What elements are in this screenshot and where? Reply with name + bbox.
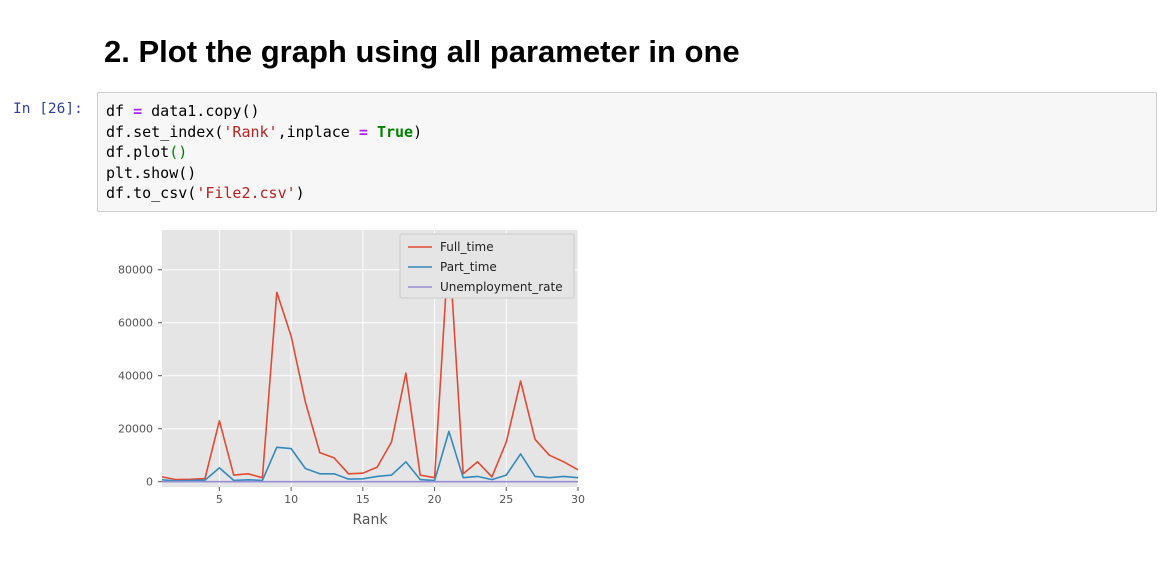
code-token: ): [413, 122, 423, 141]
code-line: plt.show(): [106, 164, 196, 182]
x-tick-label: 10: [284, 493, 298, 506]
code-token: df.plot: [106, 143, 170, 161]
input-prompt: In [26]:: [13, 101, 83, 117]
y-tick-label: 80000: [118, 264, 153, 277]
code-line: df.to_csv('File2.csv'): [106, 184, 305, 202]
code-token: ,inplace: [277, 122, 359, 141]
x-tick-label: 20: [428, 493, 442, 506]
code-cell[interactable]: df = data1.copy() df.set_index('Rank',in…: [97, 92, 1157, 212]
code-token: =: [358, 122, 368, 141]
code-token: 'Rank': [223, 122, 278, 141]
y-tick-label: 60000: [118, 317, 153, 330]
code-line: df = data1.copy(): [106, 102, 260, 120]
code-token: ): [295, 184, 305, 202]
code-token: True: [376, 122, 414, 141]
code-token: [368, 123, 377, 141]
legend-label: Unemployment_rate: [440, 280, 563, 294]
legend-label: Full_time: [440, 240, 494, 254]
x-tick-label: 15: [356, 493, 370, 506]
y-tick-label: 20000: [118, 423, 153, 436]
cell-output: 5 10 15 20 25 30 0 20000 40000 60000 80000 Rank Full…: [98, 222, 598, 552]
code-line: df.set_index('Rank',inplace = True): [106, 123, 422, 141]
series-line-part-time: [161, 430, 579, 482]
y-tick-label: 40000: [118, 370, 153, 383]
section-heading: 2. Plot the graph using all parameter in…: [104, 34, 740, 69]
code-token: =: [133, 102, 143, 120]
code-line: df.plot(): [106, 143, 187, 161]
legend: [399, 233, 575, 299]
series-line-full-time: [161, 242, 579, 481]
code-editor[interactable]: df = data1.copy() df.set_index('Rank',in…: [106, 101, 422, 204]
code-token: df.to_csv(: [106, 184, 197, 202]
y-tick-label: 0: [146, 476, 153, 489]
code-token: 'File2.csv': [196, 184, 296, 202]
line-chart: 5 10 15 20 25 30 0 20000 40000 60000 80000 Rank Full…: [118, 230, 585, 528]
x-tick-label: 30: [571, 493, 585, 506]
x-axis-label: Rank: [353, 512, 389, 528]
x-tick-label: 25: [499, 493, 513, 506]
code-token: (): [169, 143, 188, 161]
code-token: plt.show(): [106, 163, 197, 182]
code-token: df: [106, 102, 134, 120]
code-token: df.set_index(: [106, 122, 224, 141]
legend-label: Part_time: [440, 260, 497, 274]
code-token: data1.copy(): [142, 102, 260, 120]
x-tick-label: 5: [216, 493, 223, 506]
